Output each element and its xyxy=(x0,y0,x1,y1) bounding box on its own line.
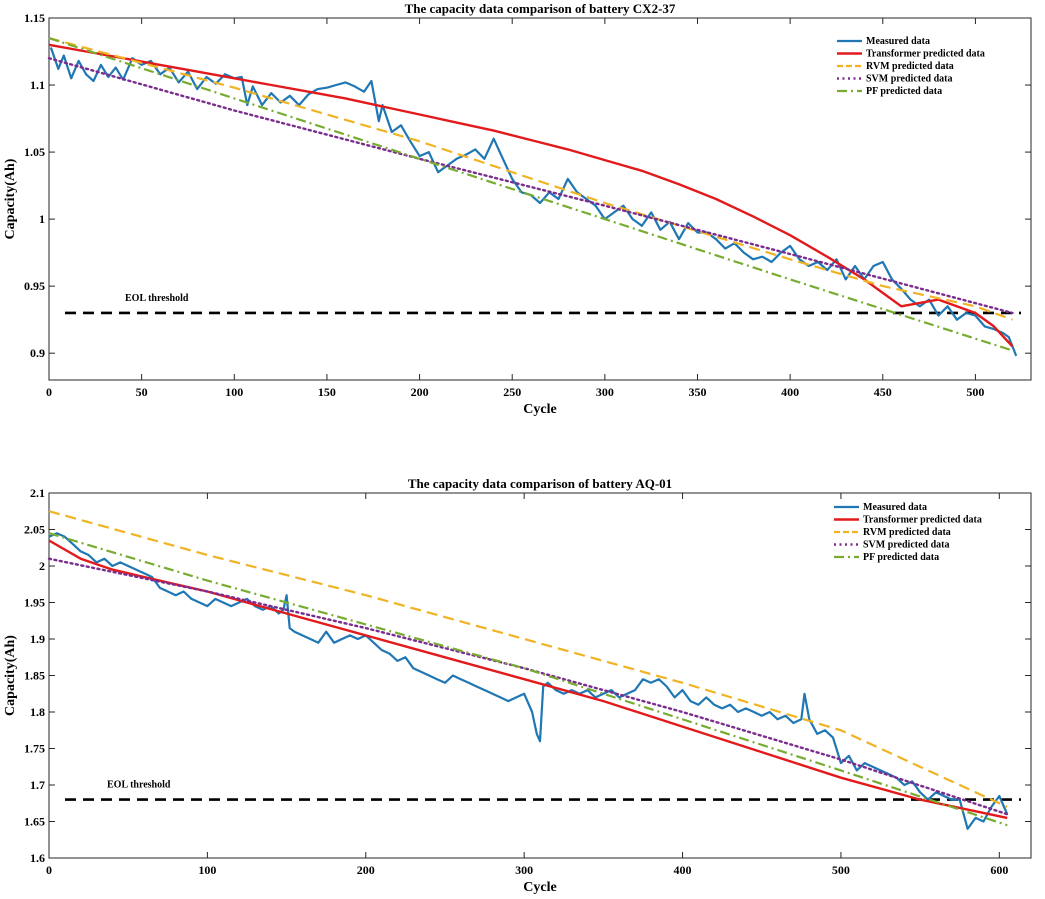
legend-label: RVM predicted data xyxy=(863,527,951,538)
x-tick-label: 100 xyxy=(198,863,216,877)
x-tick-label: 500 xyxy=(966,385,984,399)
y-tick-label: 1.1 xyxy=(30,78,45,92)
x-tick-label: 400 xyxy=(781,385,799,399)
y-tick-label: 1.7 xyxy=(30,778,45,792)
eol-threshold-label: EOL threshold xyxy=(107,780,171,791)
chart-0: The capacity data comparison of battery … xyxy=(3,1,1032,417)
y-axis-label: Capacity(Ah) xyxy=(3,635,18,716)
x-tick-label: 600 xyxy=(990,863,1008,877)
series-line-4 xyxy=(48,532,1008,827)
x-axis-label: Cycle xyxy=(523,880,556,895)
x-tick-label: 400 xyxy=(674,863,692,877)
legend-label: Transformer predicted data xyxy=(866,49,985,60)
x-axis-label: Cycle xyxy=(523,402,556,417)
plot-area xyxy=(48,492,1032,859)
series-line-0 xyxy=(48,532,1009,830)
series-line-2 xyxy=(48,510,1008,808)
y-tick-label: 1 xyxy=(39,212,45,226)
series-line-3 xyxy=(47,557,1009,816)
series-line-3 xyxy=(47,57,1014,315)
y-tick-label: 2.1 xyxy=(30,486,45,500)
y-tick-label: 2.05 xyxy=(24,523,45,537)
y-tick-label: 1.65 xyxy=(24,815,45,829)
x-tick-label: 300 xyxy=(596,385,614,399)
x-tick-label: 200 xyxy=(357,863,375,877)
y-tick-label: 1.8 xyxy=(30,705,45,719)
legend-label: SVM predicted data xyxy=(866,74,952,85)
x-tick-label: 0 xyxy=(46,863,52,877)
legend-label: RVM predicted data xyxy=(866,61,954,72)
x-tick-label: 300 xyxy=(515,863,533,877)
series-line-0 xyxy=(49,47,1018,357)
legend-label: SVM predicted data xyxy=(863,540,949,551)
legend: Measured data Transformer predicted dataR… xyxy=(834,502,982,563)
y-axis-label: Capacity(Ah) xyxy=(3,158,18,239)
series-line-1 xyxy=(48,539,1008,820)
x-tick-label: 350 xyxy=(688,385,706,399)
x-tick-label: 450 xyxy=(874,385,892,399)
x-tick-label: 150 xyxy=(318,385,336,399)
legend-label: Measured data xyxy=(863,502,927,513)
x-tick-label: 500 xyxy=(832,863,850,877)
eol-threshold-label: EOL threshold xyxy=(125,293,189,304)
series-line-2 xyxy=(48,37,1013,321)
series-line-1 xyxy=(48,43,1014,348)
x-tick-label: 0 xyxy=(46,385,52,399)
legend-label: Measured data xyxy=(866,36,930,47)
legend-label: PF predicted data xyxy=(863,552,939,563)
plot-area xyxy=(48,17,1032,381)
y-tick-label: 1.15 xyxy=(24,11,45,25)
y-tick-label: 1.75 xyxy=(24,742,45,756)
y-tick-label: 0.95 xyxy=(24,279,45,293)
y-tick-label: 1.9 xyxy=(30,632,45,646)
x-tick-label: 100 xyxy=(225,385,243,399)
legend-label: PF predicted data xyxy=(866,86,942,97)
chart-title: The capacity data comparison of battery … xyxy=(405,1,676,16)
x-tick-label: 200 xyxy=(411,385,429,399)
chart-1: The capacity data comparison of battery … xyxy=(3,476,1032,895)
series-line-4 xyxy=(48,37,1013,352)
y-tick-label: 1.85 xyxy=(24,669,45,683)
chart-title: The capacity data comparison of battery … xyxy=(408,476,672,491)
y-tick-label: 1.95 xyxy=(24,596,45,610)
x-tick-label: 250 xyxy=(503,385,521,399)
y-tick-label: 0.9 xyxy=(30,346,45,360)
legend-label: Transformer predicted data xyxy=(863,515,982,526)
y-tick-label: 1.05 xyxy=(24,145,45,159)
y-tick-label: 1.6 xyxy=(30,851,45,865)
y-tick-label: 2 xyxy=(39,559,45,573)
legend: Measured data Transformer predicted dataR… xyxy=(837,36,985,97)
x-tick-label: 50 xyxy=(136,385,148,399)
